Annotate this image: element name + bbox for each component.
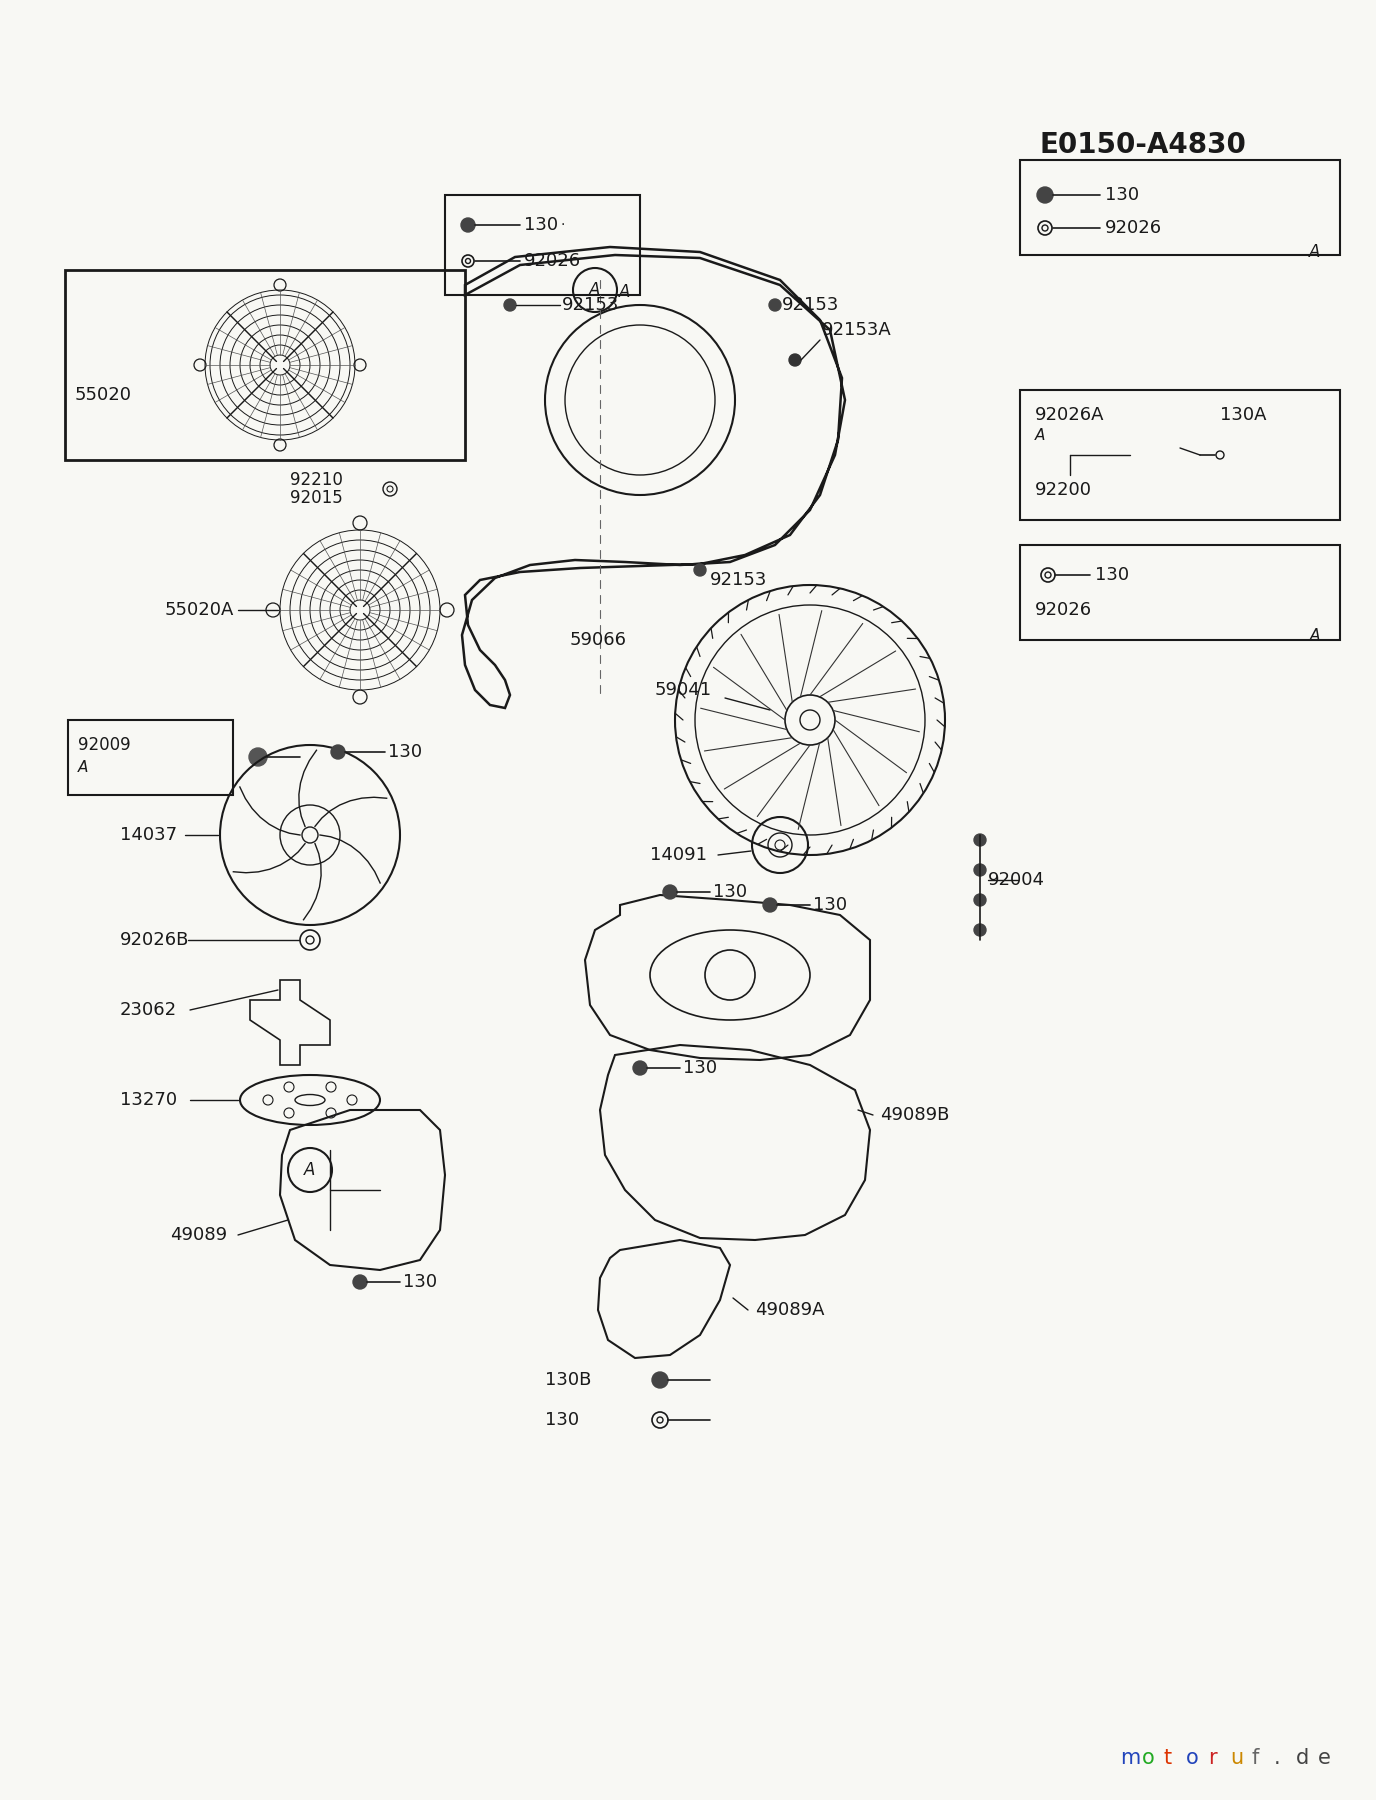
Circle shape (974, 864, 987, 877)
Text: 55020A: 55020A (165, 601, 234, 619)
Text: r: r (1208, 1748, 1216, 1768)
Text: o: o (1142, 1748, 1154, 1768)
Bar (444, 194, 640, 295)
Text: t: t (1164, 1748, 1172, 1768)
Text: 92200: 92200 (1035, 481, 1093, 499)
Text: u: u (1230, 1748, 1243, 1768)
Circle shape (694, 563, 706, 576)
Text: 92153A: 92153A (821, 320, 892, 338)
Circle shape (974, 833, 987, 846)
Text: 130A: 130A (1221, 407, 1266, 425)
Text: m: m (1120, 1748, 1141, 1768)
Circle shape (249, 749, 267, 767)
Text: A: A (304, 1161, 315, 1179)
Text: A: A (78, 760, 88, 776)
Circle shape (504, 299, 516, 311)
Text: 14091: 14091 (649, 846, 707, 864)
Circle shape (1038, 187, 1053, 203)
Text: 130: 130 (1095, 565, 1130, 583)
Text: .: . (1274, 1748, 1281, 1768)
Text: 49089: 49089 (171, 1226, 227, 1244)
Circle shape (974, 923, 987, 936)
Text: 130: 130 (524, 216, 559, 234)
Circle shape (332, 745, 345, 760)
Text: A: A (589, 281, 601, 299)
Text: 59041: 59041 (655, 680, 713, 698)
Text: 130: 130 (813, 896, 848, 914)
Text: 92004: 92004 (988, 871, 1044, 889)
Text: f: f (1252, 1748, 1259, 1768)
Text: A: A (1035, 428, 1046, 443)
Text: 14037: 14037 (120, 826, 178, 844)
Text: 92026: 92026 (524, 252, 581, 270)
Text: 92015: 92015 (290, 490, 343, 508)
Text: ·: · (560, 218, 564, 232)
Text: 130B: 130B (545, 1372, 592, 1390)
Circle shape (663, 886, 677, 898)
Text: 55020: 55020 (76, 385, 132, 403)
Circle shape (764, 898, 777, 913)
Circle shape (652, 1372, 667, 1388)
Circle shape (354, 1274, 367, 1289)
Text: 92153: 92153 (710, 571, 768, 589)
Text: e: e (1318, 1748, 1331, 1768)
Text: 92210: 92210 (290, 472, 343, 490)
Text: d: d (1296, 1748, 1309, 1768)
Text: 92026A: 92026A (1035, 407, 1105, 425)
Text: 92026: 92026 (1035, 601, 1093, 619)
Text: 23062: 23062 (120, 1001, 178, 1019)
Text: 49089A: 49089A (755, 1301, 824, 1319)
Text: o: o (1186, 1748, 1198, 1768)
Text: 92026B: 92026B (120, 931, 190, 949)
Text: 130: 130 (713, 884, 747, 902)
Text: 59066: 59066 (570, 632, 627, 650)
Text: 130: 130 (1105, 185, 1139, 203)
Text: 130: 130 (388, 743, 422, 761)
Text: 130: 130 (403, 1273, 438, 1291)
Bar (1020, 391, 1340, 520)
Circle shape (974, 895, 987, 905)
Text: 13270: 13270 (120, 1091, 178, 1109)
Text: A: A (1309, 243, 1320, 261)
Circle shape (769, 299, 782, 311)
Text: E0150-A4830: E0150-A4830 (1040, 131, 1247, 158)
Circle shape (788, 355, 801, 365)
Text: 130: 130 (545, 1411, 579, 1429)
Text: 92009: 92009 (78, 736, 131, 754)
Text: 130: 130 (682, 1058, 717, 1076)
Text: 92026: 92026 (1105, 220, 1163, 238)
Text: A: A (1310, 628, 1320, 643)
Text: 92153: 92153 (782, 295, 839, 313)
Text: 49089B: 49089B (881, 1105, 949, 1123)
Text: 92153: 92153 (561, 295, 619, 313)
Circle shape (633, 1060, 647, 1075)
Bar (65, 270, 465, 461)
Bar (1020, 545, 1340, 641)
Text: A: A (619, 283, 630, 301)
Circle shape (461, 218, 475, 232)
Bar (1020, 160, 1340, 256)
Bar (67, 720, 233, 796)
